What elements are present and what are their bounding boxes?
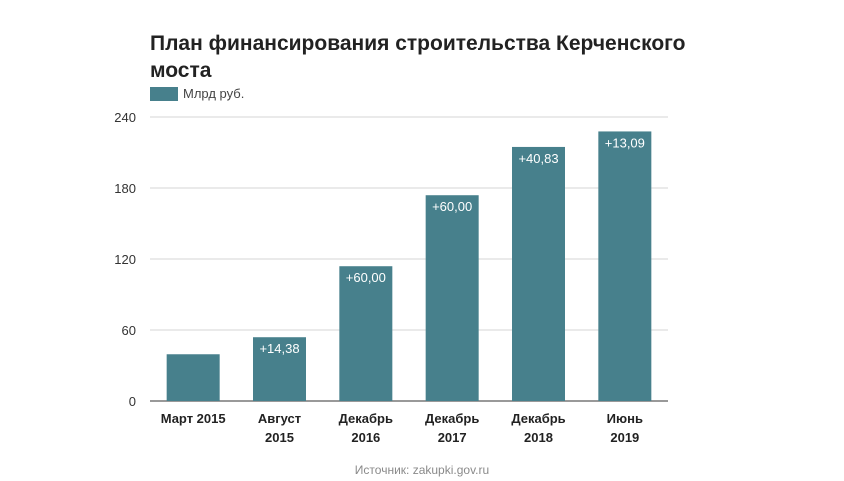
x-tick-label: Декабрь [339, 411, 393, 426]
x-tick-label: 2016 [351, 430, 380, 445]
chart-title: План финансирования строительства Керчен… [150, 32, 686, 82]
x-tick-label: 2015 [265, 430, 294, 445]
bar-value-label: +60,00 [432, 199, 472, 214]
x-tick-label: Март 2015 [161, 411, 226, 426]
y-tick-label: 0 [129, 394, 136, 409]
legend-swatch [150, 86, 178, 101]
bar-value-label: +14,38 [259, 341, 299, 356]
bar-value-label: +40,83 [518, 151, 558, 166]
legend: Млрд руб. [150, 86, 244, 101]
x-tick-label: Август [258, 411, 301, 426]
bar-value-label: +60,00 [346, 270, 386, 285]
y-tick-label: 180 [114, 181, 136, 196]
bar [339, 266, 393, 401]
bar [425, 195, 479, 401]
bar [166, 354, 220, 401]
x-tick-label: 2018 [524, 430, 553, 445]
y-tick-label: 120 [114, 252, 136, 267]
bar [598, 131, 652, 402]
x-tick-label: 2019 [610, 430, 639, 445]
x-tick-label: Декабрь [425, 411, 479, 426]
bar-value-label: +13,09 [605, 135, 645, 150]
source-note: Источник: zakupki.gov.ru [354, 463, 490, 477]
bar [253, 337, 306, 401]
legend-label: Млрд руб. [183, 86, 245, 101]
y-tick-label: 60 [122, 323, 136, 338]
y-tick-label: 240 [114, 110, 136, 125]
bar [512, 146, 565, 401]
x-tick-label: Декабрь [511, 411, 565, 426]
x-tick-label: 2017 [438, 430, 467, 445]
x-tick-label: Июнь [607, 411, 643, 426]
